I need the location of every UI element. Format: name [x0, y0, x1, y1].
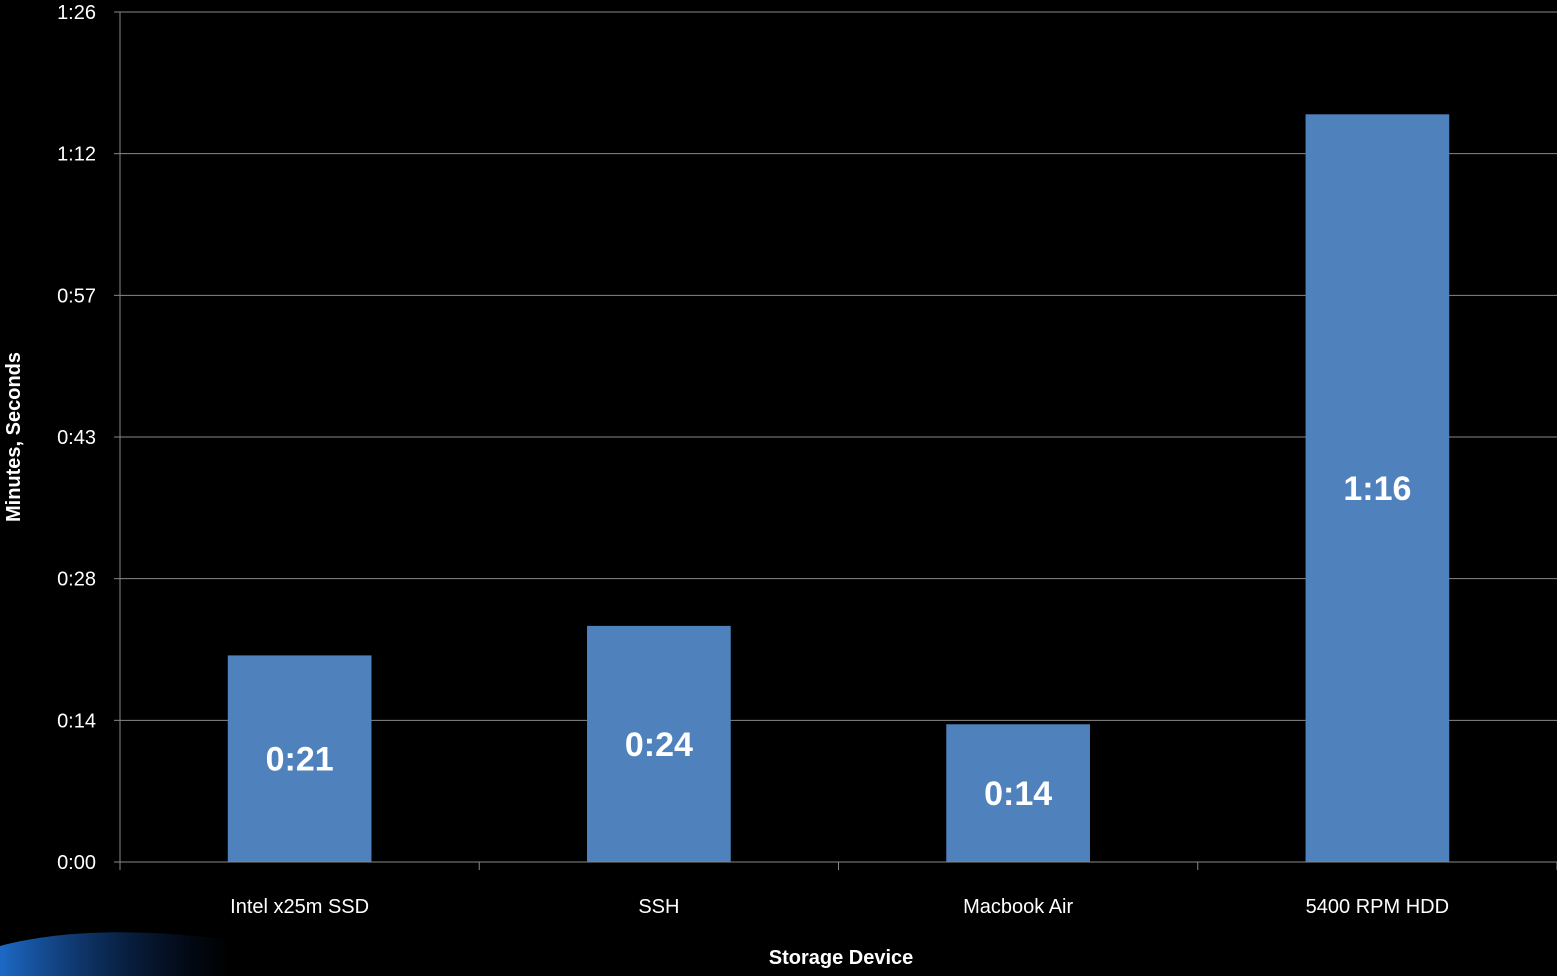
decorative-swoosh — [0, 932, 230, 976]
x-tick-label: Intel x25m SSD — [230, 896, 369, 918]
y-tick-label: 0:14 — [57, 710, 96, 732]
y-axis-title: Minutes, Seconds — [3, 352, 25, 522]
y-tick-label: 0:43 — [57, 427, 96, 449]
x-axis-title: Storage Device — [769, 947, 914, 969]
bar-5400-rpm-hdd — [1305, 114, 1450, 862]
y-tick-label: 1:26 — [57, 2, 96, 24]
axes — [114, 11, 1557, 870]
x-tick-label: SSH — [638, 896, 679, 918]
y-axis-tick-labels: 0:00 0:14 0:28 0:43 0:57 1:12 1:26 — [57, 2, 96, 874]
data-label: 0:21 — [266, 741, 334, 779]
bar-macbook-air — [946, 724, 1090, 862]
bars — [227, 114, 1450, 862]
data-label: 1:16 — [1343, 470, 1411, 508]
bar-intel-x25m-ssd — [227, 655, 372, 862]
data-label: 0:14 — [984, 775, 1052, 813]
data-labels: 0:21 0:24 0:14 1:16 — [266, 470, 1412, 813]
y-tick-label: 0:57 — [57, 285, 96, 307]
x-tick-label: Macbook Air — [963, 896, 1073, 918]
y-tick-label: 1:12 — [57, 144, 96, 166]
y-tick-label: 0:28 — [57, 569, 96, 591]
bar-ssh — [587, 625, 731, 862]
data-label: 0:24 — [625, 726, 693, 764]
x-tick-label: 5400 RPM HDD — [1306, 896, 1449, 918]
x-axis-tick-labels: Intel x25m SSD SSH Macbook Air 5400 RPM HDD — [230, 896, 1449, 918]
y-tick-label: 0:00 — [57, 852, 96, 874]
